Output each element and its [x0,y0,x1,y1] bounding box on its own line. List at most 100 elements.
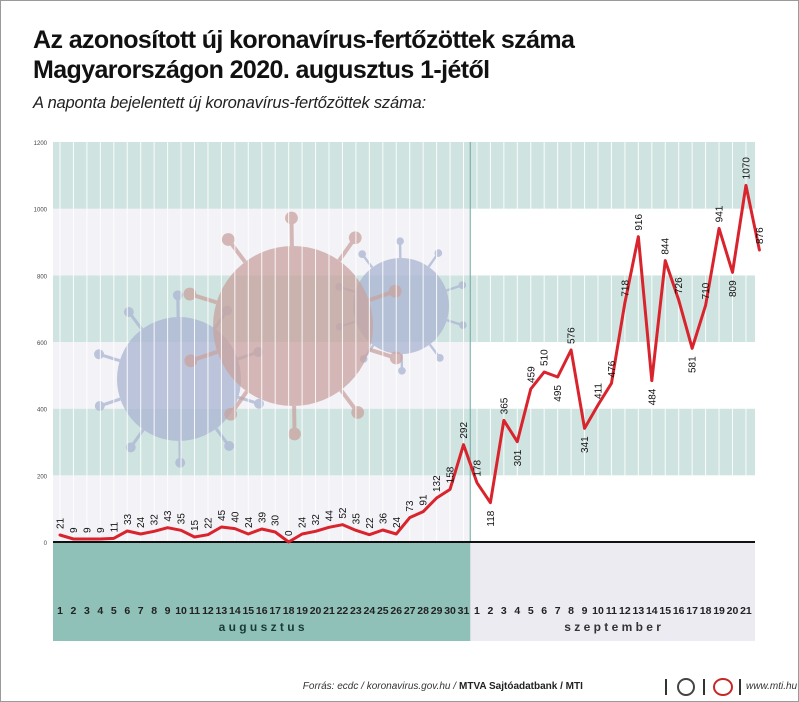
data-label: 510 [540,349,551,366]
y-tick-label: 400 [37,408,48,414]
data-label: 916 [634,214,645,231]
data-label: 292 [459,422,470,439]
mtva-logo-icon [677,678,695,696]
chart-subtitle: A naponta bejelentett új koronavírus-fer… [33,94,426,112]
virus-spike-tip [221,233,235,246]
data-label: 39 [257,511,268,523]
x-tick-label: 15 [659,605,671,617]
x-tick-label: 27 [404,605,416,617]
month-bar-august [53,543,471,641]
x-tick-label: 31 [458,605,470,617]
y-tick-label: 800 [37,274,48,280]
x-tick-label: 21 [323,605,335,617]
data-label: 32 [150,514,161,526]
month-label-august: a u g u s z t u s [219,620,305,634]
data-label: 726 [674,277,685,294]
data-label: 365 [499,397,510,414]
x-tick-label: 7 [555,605,561,617]
y-tick-label: 1200 [34,141,48,147]
x-tick-label: 17 [269,605,281,617]
x-tick-label: 25 [377,605,389,617]
data-label: 459 [526,366,537,383]
virus-spike-tip [388,284,402,298]
data-label: 91 [419,494,430,506]
virus-spike-tip [459,321,467,329]
footer: Forrás: ecdc / koronavirus.gov.hu / MTVA… [1,677,798,701]
grid-band [470,475,755,542]
y-tick-label: 200 [37,474,48,480]
virus-body [353,258,449,354]
data-label: 52 [338,507,349,519]
virus-spike-tip [94,401,105,411]
x-tick-label: 6 [124,605,130,617]
virus-spike-tip [458,281,467,289]
x-tick-label: 3 [84,605,90,617]
data-label: 411 [594,383,605,399]
mti-logo-icon [713,678,733,696]
virus-spike-tip [183,287,197,301]
x-tick-label: 23 [350,605,362,617]
x-tick-label: 2 [487,605,493,617]
x-tick-label: 13 [633,605,645,617]
x-tick-label: 9 [165,605,171,617]
data-label: 476 [607,360,618,377]
x-tick-label: 4 [97,605,103,617]
virus-spike-tip [288,427,301,441]
data-label: 22 [203,517,214,529]
virus-spike-tip [398,366,406,375]
data-label: 9 [82,527,93,533]
data-label: 36 [378,512,389,524]
data-label: 30 [271,514,282,526]
data-label: 21 [56,517,67,529]
data-label: 35 [177,513,188,525]
virus-spike-tip [94,349,104,360]
x-tick-label: 18 [283,605,295,617]
x-tick-label: 2 [71,605,77,617]
x-tick-label: 29 [431,605,443,617]
virus-spike-tip [125,442,136,453]
data-label: 341 [580,436,591,453]
x-tick-label: 12 [202,605,214,617]
x-tick-label: 5 [111,605,117,617]
data-label: 43 [163,510,174,522]
virus-spike-tip [434,249,443,257]
virus-spike-tip [285,211,298,225]
x-tick-label: 5 [528,605,534,617]
footer-divider [665,679,667,695]
data-label: 495 [553,385,564,402]
virus-spike-tip [224,407,238,421]
data-label: 0 [284,530,295,536]
virus-spike-tip [172,290,183,301]
footer-divider [703,679,705,695]
data-label: 35 [351,513,362,525]
title-line-2: Magyarországon 2020. augusztus 1-jétől [33,56,490,84]
x-tick-label: 12 [619,605,631,617]
x-tick-label: 14 [229,605,241,617]
x-tick-label: 6 [541,605,547,617]
x-tick-label: 3 [501,605,507,617]
data-label: 44 [325,510,336,522]
x-tick-label: 8 [568,605,574,617]
x-tick-label: 20 [727,605,739,617]
virus-spike-tip [396,237,404,246]
data-label: 32 [311,514,322,526]
data-label: 718 [620,280,631,297]
data-label: 73 [405,500,416,512]
month-label-september: s z e p t e m b e r [564,620,661,634]
virus-spike-tip [351,406,365,419]
y-tick-label: 0 [44,541,48,547]
x-tick-label: 1 [57,605,63,617]
x-tick-label: 4 [514,605,520,617]
x-tick-label: 21 [740,605,752,617]
virus-body [117,317,241,441]
x-tick-label: 10 [175,605,187,617]
x-tick-label: 16 [673,605,685,617]
data-label: 1070 [741,157,752,180]
x-tick-label: 8 [151,605,157,617]
data-label: 24 [392,516,403,528]
x-tick-label: 1 [474,605,480,617]
x-tick-label: 24 [364,605,376,617]
x-tick-label: 30 [444,605,456,617]
data-label: 11 [109,522,120,533]
